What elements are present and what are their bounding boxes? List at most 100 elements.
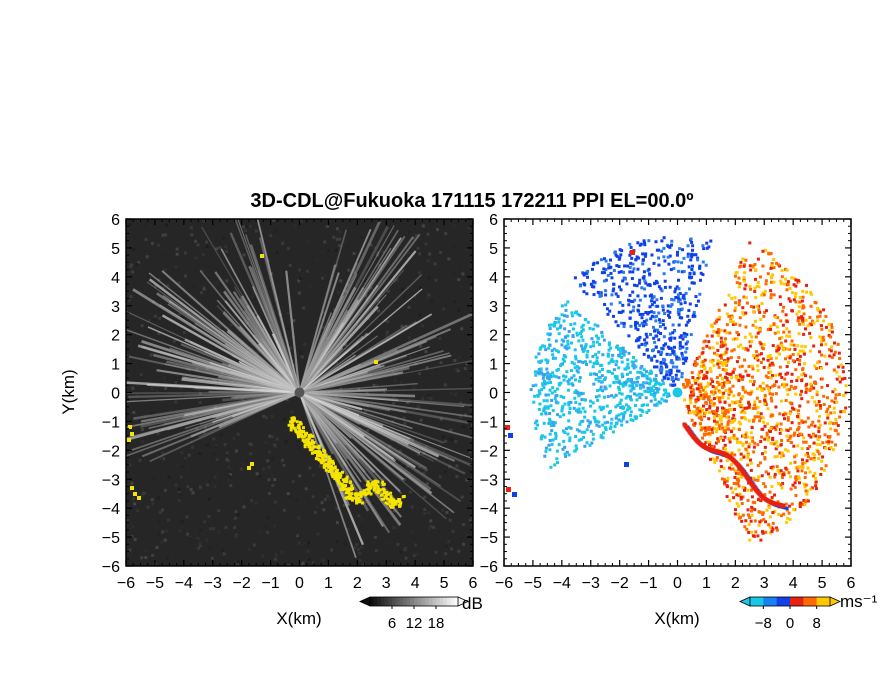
noise-pixel xyxy=(216,358,220,362)
velocity-pixel xyxy=(762,314,766,318)
velocity-pixel xyxy=(769,357,773,361)
velocity-pixel xyxy=(567,403,571,407)
velocity-pixel xyxy=(754,335,758,339)
velocity-pixel xyxy=(747,403,751,407)
velocity-pixel xyxy=(597,424,601,428)
noise-pixel xyxy=(470,476,473,480)
flag-pixel xyxy=(369,484,373,488)
velocity-pixel xyxy=(684,378,688,382)
velocity-pixel xyxy=(835,377,839,381)
noise-pixel xyxy=(158,510,162,514)
velocity-pixel xyxy=(645,381,649,385)
velocity-pixel xyxy=(687,287,691,291)
noise-pixel xyxy=(434,550,438,554)
velocity-pixel xyxy=(717,383,721,387)
colorbar-swatch xyxy=(388,597,393,606)
noise-pixel xyxy=(408,230,412,234)
noise-pixel xyxy=(229,323,233,327)
noise-pixel xyxy=(381,250,385,254)
velocity-pixel xyxy=(723,362,727,366)
chart-title: 3D-CDL@Fukuoka 171115 172211 PPI EL=00.0… xyxy=(250,190,693,212)
velocity-pixel xyxy=(762,293,766,297)
velocity-pixel xyxy=(801,316,805,320)
noise-pixel xyxy=(421,397,425,401)
velocity-pixel xyxy=(808,315,812,319)
velocity-pixel xyxy=(666,304,670,308)
velocity-pixel xyxy=(798,404,802,408)
velocity-pixel xyxy=(599,291,603,295)
x-tick-label: −4 xyxy=(553,575,571,592)
velocity-pixel xyxy=(805,382,809,386)
velocity-pixel xyxy=(769,280,773,284)
velocity-pixel xyxy=(806,324,810,328)
velocity-pixel xyxy=(644,370,648,374)
noise-pixel xyxy=(128,463,132,467)
velocity-pixel xyxy=(562,319,566,323)
velocity-pixel xyxy=(671,379,675,383)
flag-pixel xyxy=(365,483,369,487)
echo-ray xyxy=(218,391,301,429)
velocity-pixel xyxy=(715,409,719,413)
velocity-pixel xyxy=(691,388,695,392)
velocity-pixel xyxy=(775,424,779,428)
noise-pixel xyxy=(450,394,454,398)
noise-pixel xyxy=(457,308,461,312)
velocity-pixel xyxy=(655,248,659,252)
noise-pixel xyxy=(374,549,378,553)
velocity-pixel xyxy=(753,441,757,445)
velocity-pixel xyxy=(646,386,650,390)
velocity-pixel xyxy=(801,295,805,299)
velocity-pixel xyxy=(699,415,703,419)
velocity-pixel xyxy=(704,392,708,396)
velocity-pixel xyxy=(624,462,629,467)
velocity-pixel xyxy=(794,392,798,396)
velocity-pixel xyxy=(546,405,550,409)
velocity-pixel xyxy=(831,422,835,426)
noise-pixel xyxy=(131,386,135,390)
velocity-pixel xyxy=(714,441,718,445)
velocity-pixel xyxy=(779,319,783,323)
velocity-pixel xyxy=(794,300,798,304)
velocity-pixel xyxy=(716,348,720,352)
velocity-pixel xyxy=(746,453,750,457)
velocity-pixel xyxy=(790,291,794,295)
y-tick-label: 2 xyxy=(489,328,498,345)
velocity-pixel xyxy=(784,372,788,376)
noise-pixel xyxy=(336,290,340,294)
velocity-pixel xyxy=(711,358,715,362)
velocity-pixel xyxy=(739,422,743,426)
velocity-pixel xyxy=(809,335,813,339)
velocity-pixel xyxy=(547,393,551,397)
noise-pixel xyxy=(364,500,368,504)
velocity-pixel xyxy=(763,445,767,449)
velocity-pixel xyxy=(657,256,661,260)
noise-pixel xyxy=(273,500,277,504)
velocity-pixel xyxy=(600,330,604,334)
velocity-pixel xyxy=(587,424,591,428)
velocity-pixel xyxy=(623,350,627,354)
colorbar-swatch xyxy=(425,597,429,606)
velocity-pixel xyxy=(762,387,766,391)
velocity-pixel xyxy=(660,397,664,401)
velocity-pixel xyxy=(702,393,706,397)
echo-ray xyxy=(299,269,405,393)
velocity-pixel xyxy=(580,335,584,339)
velocity-pixel xyxy=(778,372,782,376)
noise-pixel xyxy=(408,490,412,494)
velocity-pixel xyxy=(629,245,633,249)
y-tick-label: −6 xyxy=(102,559,120,576)
velocity-pixel xyxy=(736,504,740,508)
velocity-pixel xyxy=(594,420,598,424)
velocity-pixel xyxy=(779,422,783,426)
velocity-pixel xyxy=(790,372,794,376)
velocity-pixel xyxy=(739,495,743,499)
velocity-pixel xyxy=(784,277,788,281)
colorbar-tick-label: 8 xyxy=(812,615,820,632)
velocity-pixel xyxy=(779,455,783,459)
noise-pixel xyxy=(335,507,339,511)
noise-pixel xyxy=(447,540,451,544)
velocity-pixel xyxy=(742,415,746,419)
velocity-pixel xyxy=(711,457,715,461)
velocity-pixel xyxy=(604,259,608,263)
velocity-pixel xyxy=(760,293,764,297)
